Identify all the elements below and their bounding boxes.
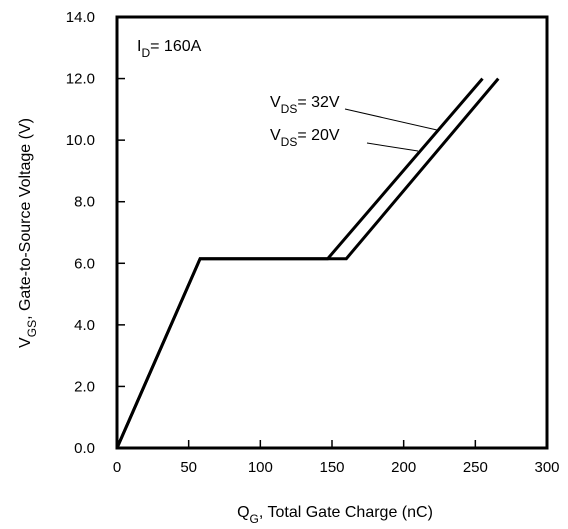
id-annotation-main: I [137,38,141,55]
x-axis-title-sub: G [250,512,259,526]
vds20-annotation: VDS= 20V [270,127,340,149]
plot-frame [115,15,549,450]
labels-layer: 0 50 100 150 200 250 300 0.0 2.0 4.0 6.0 8.0 10.0 12.… [66,9,560,476]
x-tick-label: 100 [248,459,273,476]
y-tick-label: 12.0 [66,71,95,88]
y-tick-label: 4.0 [74,317,95,334]
y-tick-label: 10.0 [66,132,95,149]
x-tick-label: 300 [534,459,559,476]
vds32-annotation-rest: = 32V [297,94,340,111]
vds32-annotation-main: V [270,94,281,111]
y-axis-title-rest: , Gate-to-Source Voltage (V) [17,118,34,320]
x-tick-label: 200 [391,459,416,476]
x-tick-label: 250 [463,459,488,476]
vds32-annotation-sub: DS [281,102,298,116]
vds20-leader-line [366,142,419,152]
x-axis-title-main: Q [237,504,249,521]
vds20-annotation-main: V [270,127,281,144]
y-axis-title-main: V [17,337,34,348]
y-tick-label: 6.0 [74,255,95,272]
x-tick-label: 50 [180,459,197,476]
id-annotation-sub: D [141,46,150,60]
y-tick-label: 0.0 [74,440,95,457]
vds20-annotation-sub: DS [281,135,298,149]
series-layer [115,77,500,449]
x-tick-label: 0 [113,459,121,476]
vds20-annotation-rest: = 20V [297,127,340,144]
plot-area [115,15,549,450]
x-axis-title-rest: , Total Gate Charge (nC) [259,504,433,521]
y-axis-title-sub: GS [25,320,39,337]
vds32-leader-line [344,108,438,131]
id-annotation-rest: = 160A [150,38,201,55]
vds32-annotation: VDS= 32V [270,94,340,116]
x-tick-label: 150 [319,459,344,476]
y-tick-label: 14.0 [66,9,95,26]
y-tick-label: 2.0 [74,378,95,395]
y-tick-label: 8.0 [74,194,95,211]
y-axis-title: VGS, Gate-to-Source Voltage (V) [17,118,39,348]
id-annotation: ID= 160A [137,38,202,60]
x-axis-title: QG, Total Gate Charge (nC) [237,504,433,526]
series-line-2 [115,77,500,449]
ticks-layer [116,16,548,449]
